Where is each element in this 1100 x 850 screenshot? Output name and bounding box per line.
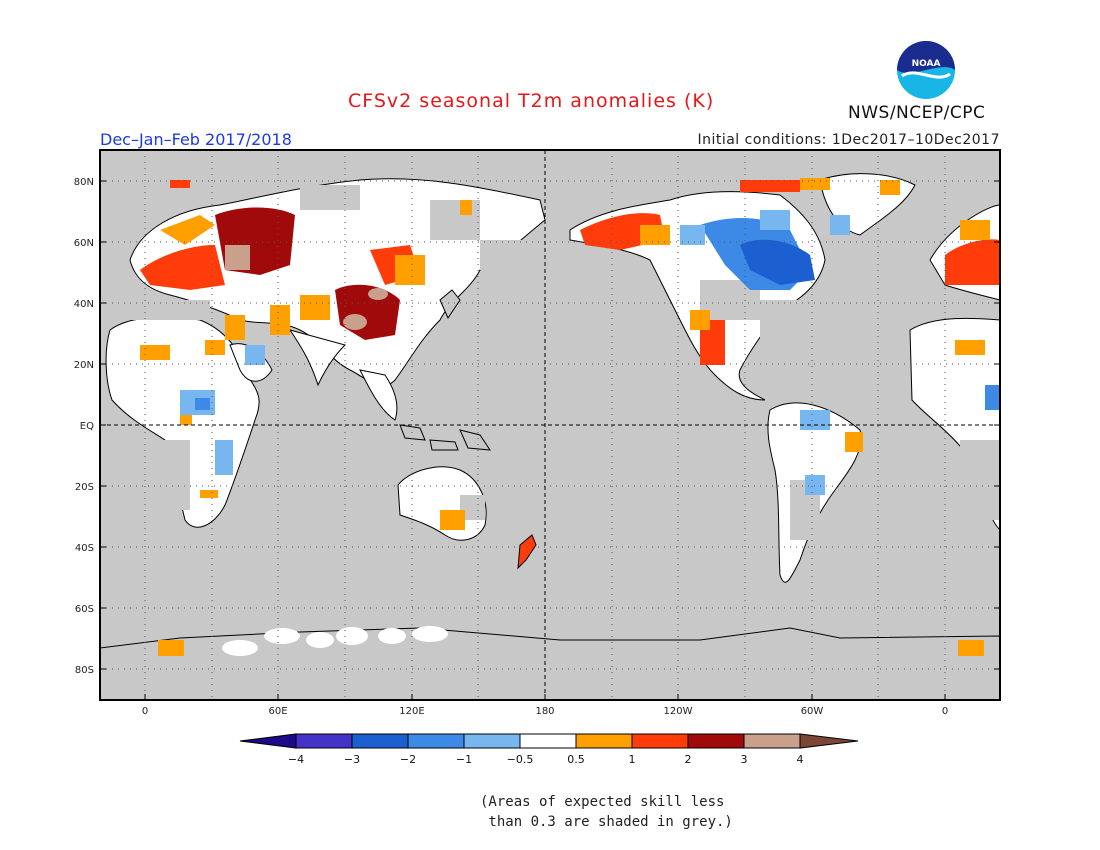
lon-label: 0 — [142, 706, 148, 717]
low-skill-patches — [130, 185, 1000, 540]
colorbar-label: 1 — [629, 753, 636, 766]
land-layer — [100, 150, 1000, 700]
season-label: Dec–Jan–Feb 2017/2018 — [100, 130, 292, 149]
lon-label: 120E — [399, 706, 424, 717]
lon-label: 120W — [664, 706, 693, 717]
colorbar-label: 4 — [797, 753, 804, 766]
colorbar-label: −3 — [344, 753, 360, 766]
colorbar-segment — [463, 733, 521, 749]
cold-anomalies — [180, 210, 1000, 495]
colorbar: −4 −3 −2 −1 −0.5 0.5 1 2 3 4 — [239, 733, 859, 766]
lon-label: 0 — [942, 706, 948, 717]
lat-label: 80N — [74, 177, 94, 188]
initial-conditions-label: Initial conditions: 1Dec2017–10Dec2017 — [697, 132, 1000, 148]
longitude-axis: 0 60E 120E 180 120W 60W 0 — [142, 694, 948, 717]
colorbar-left-arrow — [239, 733, 297, 749]
lat-label: 60S — [75, 604, 94, 615]
colorbar-segment — [519, 733, 577, 749]
lat-label: 40N — [74, 299, 94, 310]
noaa-logo-icon: NOAA — [897, 41, 955, 99]
lat-label: 20S — [75, 482, 94, 493]
colorbar-segment — [687, 733, 745, 749]
skill-footnote: (Areas of expected skill less than 0.3 a… — [480, 794, 733, 830]
agency-label: NWS/NCEP/CPC — [848, 103, 986, 123]
lat-label: 60N — [74, 238, 94, 249]
grid-lines — [100, 150, 1000, 700]
lon-label: 60W — [801, 706, 824, 717]
lat-label: 80S — [75, 665, 94, 676]
colorbar-label: 0.5 — [567, 753, 585, 766]
colorbar-segment — [743, 733, 801, 749]
colorbar-segment — [295, 733, 353, 749]
warm-anomalies — [140, 178, 1000, 530]
lon-label: 180 — [535, 706, 554, 717]
land-antarctica — [100, 627, 1000, 700]
colorbar-label: −1 — [456, 753, 472, 766]
colorbar-segment — [575, 733, 633, 749]
map-title: CFSv2 seasonal T2m anomalies (K) — [348, 90, 715, 112]
colorbar-label: −2 — [400, 753, 416, 766]
colorbar-label: 3 — [741, 753, 748, 766]
colorbar-segment — [351, 733, 409, 749]
colorbar-label: 2 — [685, 753, 692, 766]
latitude-axis: 80N 60N 40N 20N EQ 20S 40S 60S 80S — [74, 177, 1000, 676]
lat-label: 40S — [75, 543, 94, 554]
colorbar-label: −4 — [288, 753, 304, 766]
lon-label: 60E — [268, 706, 287, 717]
colorbar-right-arrow — [799, 733, 859, 749]
colorbar-segment — [631, 733, 689, 749]
colorbar-segment — [407, 733, 465, 749]
antarctica-white-patches — [222, 626, 448, 656]
lat-label: EQ — [80, 421, 94, 432]
noaa-logo-text: NOAA — [912, 59, 941, 69]
lat-label: 20N — [74, 360, 94, 371]
colorbar-label: −0.5 — [507, 753, 534, 766]
